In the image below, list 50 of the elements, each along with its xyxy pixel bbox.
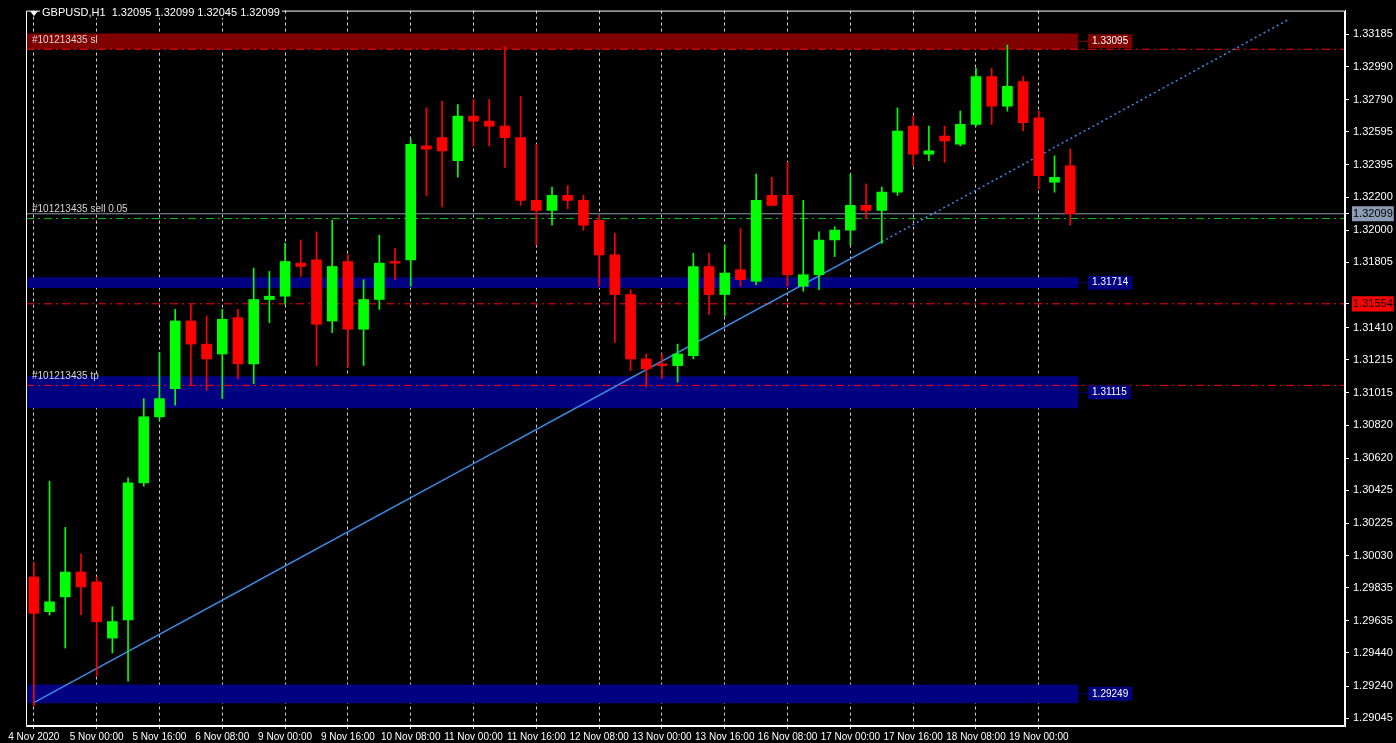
x-tick-label: 9 Nov 00:00 [258,730,313,742]
y-tick-label: 1.32395 [1353,157,1393,170]
y-tick-label: 1.32099 [1353,206,1393,219]
x-tick-label: 9 Nov 16:00 [320,730,376,742]
chart-title: GBPUSD,H1 1.32095 1.32099 1.32045 1.32099 [40,6,282,18]
y-tick-label: 1.31215 [1353,352,1393,365]
x-tick-label: 4 Nov 2020 [8,730,60,742]
y-tick-label: 1.30225 [1353,516,1393,529]
y-tick-label: 1.31015 [1353,385,1393,398]
x-tick-label: 11 Nov 00:00 [444,730,504,742]
y-tick-label: 1.32200 [1353,190,1393,203]
y-tick-label: 1.30030 [1353,548,1393,561]
y-tick-label: 1.29045 [1353,711,1393,724]
x-tick-label: 5 Nov 16:00 [132,730,187,742]
x-tick-label: 19 Nov 00:00 [1009,730,1069,742]
y-tick-label: 1.30425 [1353,483,1393,496]
y-tick-label: 1.30620 [1353,451,1393,464]
x-tick-label: 13 Nov 00:00 [632,730,693,742]
y-tick-label: 1.32990 [1353,59,1393,72]
band-label: 1.33095 [1092,35,1129,47]
candlestick [562,185,574,209]
y-tick-label: 1.29240 [1353,679,1393,692]
x-tick-label: 16 Nov 08:00 [757,730,818,742]
x-tick-label: 17 Nov 16:00 [883,730,944,742]
x-tick-label: 12 Nov 08:00 [569,730,630,742]
x-tick-label: 11 Nov 16:00 [506,730,567,742]
x-tick-label: 5 Nov 00:00 [69,730,125,742]
x-tick-label: 6 Nov 08:00 [195,730,250,742]
x-tick-label: 13 Nov 16:00 [695,730,755,742]
band-label: 1.31115 [1092,386,1128,398]
y-tick-label: 1.32790 [1353,92,1393,105]
y-tick-label: 1.30820 [1353,418,1393,431]
y-tick-label: 1.31805 [1353,255,1393,268]
band-label: 1.31714 [1092,276,1129,288]
ref-line-label: #101213435 sl [32,34,98,45]
y-tick-label: 1.32595 [1353,124,1393,137]
y-tick-label: 1.29835 [1353,580,1393,593]
ref-line-label: #101213435 tp [32,370,100,382]
y-tick-label: 1.33185 [1353,27,1393,40]
x-tick-label: 10 Nov 08:00 [380,730,441,742]
y-tick-label: 1.31410 [1353,320,1393,333]
y-tick-label: 1.32000 [1353,223,1393,236]
band-label: 1.29249 [1092,687,1129,699]
ref-line-label: #101213435 sell 0.05 [32,203,129,215]
x-tick-label: 18 Nov 08:00 [946,730,1007,742]
candlestick [797,200,809,292]
x-tick-label: 17 Nov 00:00 [820,730,881,742]
y-tick-label: 1.29440 [1353,646,1393,659]
y-tick-label: 1.29635 [1353,613,1393,626]
y-tick-label: 1.31554 [1353,296,1393,309]
